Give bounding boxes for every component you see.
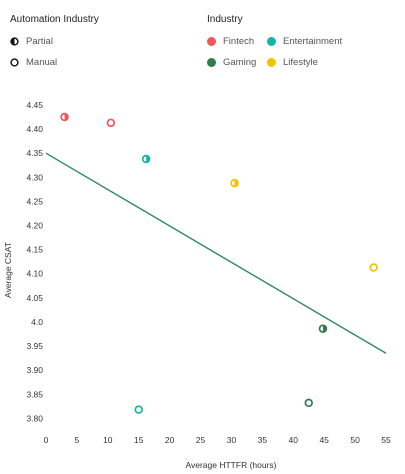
x-tick-label: 10 — [103, 435, 113, 445]
y-tick-label: 4.10 — [26, 269, 43, 279]
data-point-fintech-manual[interactable] — [106, 118, 116, 128]
trendline-layer — [45, 152, 387, 354]
legend-label-entertainment: Entertainment — [283, 36, 343, 47]
gaming-color-dot-icon — [207, 58, 216, 67]
y-tick-label: 3.95 — [26, 341, 43, 351]
x-tick-label: 50 — [350, 435, 360, 445]
x-tick-label: 30 — [227, 435, 237, 445]
x-tick-label: 25 — [196, 435, 206, 445]
y-tick-label: 4.05 — [26, 293, 43, 303]
points-layer — [60, 112, 378, 414]
legend-item-lifestyle[interactable]: Lifestyle — [267, 57, 318, 68]
data-point-entertainment-partial[interactable] — [141, 154, 151, 164]
legend-item-gaming[interactable]: Gaming — [207, 57, 256, 68]
legend-item-manual[interactable]: Manual — [10, 57, 57, 68]
x-tick-label: 15 — [134, 435, 144, 445]
x-tick-label: 0 — [44, 435, 49, 445]
x-axis-label: Average HTTFR (hours) — [185, 460, 276, 470]
y-tick-label: 4.0 — [31, 317, 43, 327]
y-tick-label: 4.45 — [26, 100, 43, 110]
x-tick-label: 45 — [319, 435, 329, 445]
y-tick-label: 4.25 — [26, 196, 43, 206]
y-tick-label: 3.80 — [26, 413, 43, 423]
trendline — [45, 152, 387, 354]
data-point-gaming-manual[interactable] — [304, 398, 313, 408]
y-tick-label: 4.35 — [26, 148, 43, 158]
data-point-gaming-partial[interactable] — [318, 324, 328, 333]
hollow-circle-icon — [10, 58, 19, 67]
legend-label-partial: Partial — [26, 36, 53, 47]
x-tick-label: 40 — [289, 435, 299, 445]
data-point-entertainment-manual[interactable] — [134, 405, 143, 414]
y-tick-label: 4.20 — [26, 221, 43, 231]
legend-industry-title: Industry — [207, 14, 243, 25]
entertainment-color-dot-icon — [267, 37, 276, 46]
data-point-lifestyle-partial[interactable] — [230, 178, 239, 188]
y-axis-label: Average CSAT — [3, 242, 13, 298]
legend-item-entertainment[interactable]: Entertainment — [267, 36, 342, 47]
y-tick-label: 4.15 — [26, 245, 43, 255]
lifestyle-color-dot-icon — [267, 58, 276, 67]
legend-item-fintech[interactable]: Fintech — [207, 36, 254, 47]
chart-axes: 0 5 10 15 20 25 30 35 40 45 50 55 3.80 3.85 3.90 3.95 4.… — [26, 100, 391, 445]
y-tick-label: 4.40 — [26, 124, 43, 134]
data-point-lifestyle-manual[interactable] — [369, 263, 378, 272]
x-tick-label: 20 — [165, 435, 175, 445]
fintech-color-dot-icon — [207, 37, 216, 46]
y-tick-label: 3.85 — [26, 389, 43, 399]
y-tick-label: 4.30 — [26, 172, 43, 182]
legend-automation-title: Automation Industry — [10, 14, 99, 25]
legend-label-lifestyle: Lifestyle — [283, 57, 318, 68]
legend-label-fintech: Fintech — [223, 36, 255, 47]
legend-label-manual: Manual — [26, 57, 58, 68]
data-point-fintech-partial[interactable] — [60, 112, 69, 122]
x-tick-label: 5 — [75, 435, 80, 445]
x-tick-label: 55 — [381, 435, 391, 445]
x-tick-label: 35 — [258, 435, 268, 445]
legend-item-partial[interactable]: Partial — [10, 36, 53, 47]
legend-label-gaming: Gaming — [223, 57, 257, 68]
y-tick-label: 3.90 — [26, 365, 43, 375]
half-filled-circle-icon — [10, 37, 19, 46]
